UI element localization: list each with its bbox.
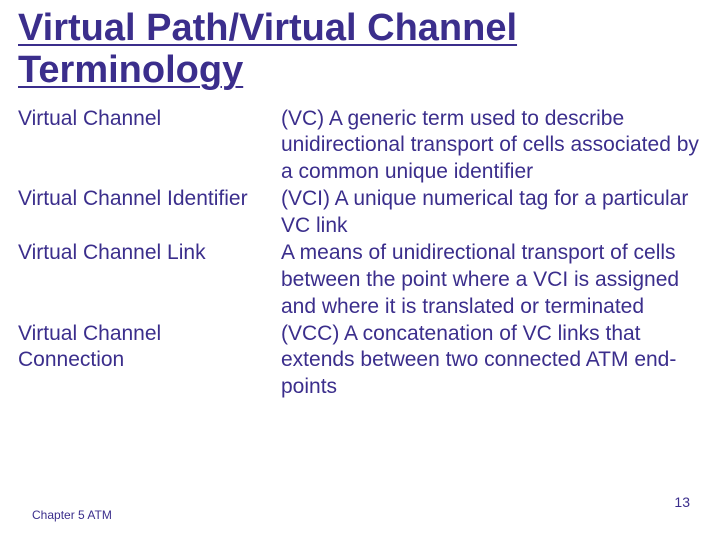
- term-label: Virtual Channel Identifier: [18, 186, 273, 240]
- term-label: Virtual Channel: [18, 106, 273, 187]
- slide-title: Virtual Path/Virtual Channel Terminology: [18, 8, 702, 92]
- term-label: Virtual Channel Link: [18, 240, 273, 321]
- slide: Virtual Path/Virtual Channel Terminology…: [0, 0, 720, 540]
- term-definition: (VCC) A concatenation of VC links that e…: [281, 321, 702, 402]
- term-definition: (VC) A generic term used to describe uni…: [281, 106, 702, 187]
- footer-chapter: Chapter 5 ATM: [32, 508, 112, 522]
- term-label: Virtual Channel Connection: [18, 321, 273, 402]
- term-definition: A means of unidirectional transport of c…: [281, 240, 702, 321]
- term-definition: (VCI) A unique numerical tag for a parti…: [281, 186, 702, 240]
- definitions-grid: Virtual Channel (VC) A generic term used…: [18, 106, 702, 402]
- page-number: 13: [674, 494, 690, 510]
